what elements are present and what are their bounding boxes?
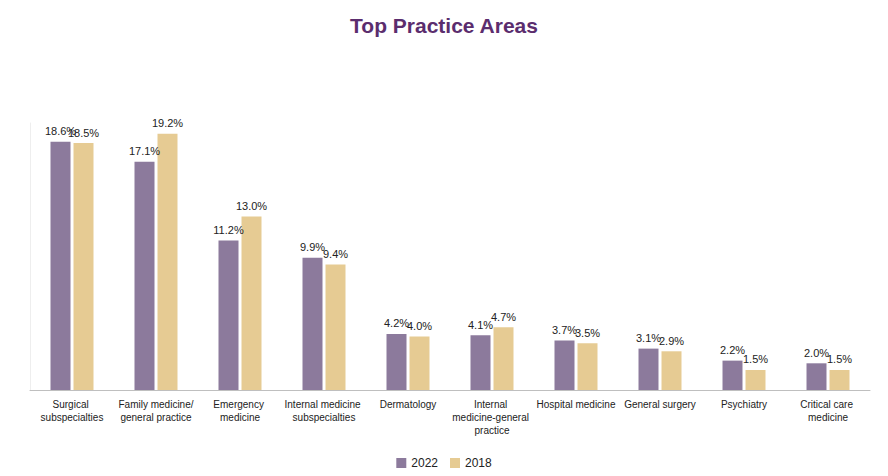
svg-text:Dermatology: Dermatology: [380, 399, 437, 410]
svg-text:practice: practice: [474, 425, 509, 436]
svg-text:11.2%: 11.2%: [213, 224, 244, 236]
svg-text:3.7%: 3.7%: [552, 324, 577, 336]
svg-text:3.1%: 3.1%: [636, 332, 661, 344]
svg-text:General surgery: General surgery: [624, 399, 696, 410]
svg-text:1.5%: 1.5%: [743, 353, 768, 365]
svg-text:13.0%: 13.0%: [236, 200, 267, 212]
svg-text:2018: 2018: [465, 456, 492, 470]
svg-text:subspecialties: subspecialties: [293, 412, 356, 423]
svg-text:Top Practice Areas: Top Practice Areas: [350, 14, 538, 37]
svg-text:3.5%: 3.5%: [575, 327, 600, 339]
svg-text:4.1%: 4.1%: [468, 319, 493, 331]
svg-text:2.0%: 2.0%: [804, 347, 829, 359]
svg-text:19.2%: 19.2%: [152, 117, 183, 129]
svg-text:Family medicine/: Family medicine/: [118, 399, 193, 410]
svg-text:medicine: medicine: [220, 412, 260, 423]
svg-text:2022: 2022: [411, 456, 438, 470]
svg-text:Critical care: Critical care: [800, 399, 856, 410]
svg-text:medicine: medicine: [808, 412, 848, 423]
svg-text:1.5%: 1.5%: [827, 353, 852, 365]
svg-text:17.1%: 17.1%: [129, 145, 160, 157]
svg-text:9.4%: 9.4%: [323, 248, 348, 260]
svg-text:Psychiatry: Psychiatry: [721, 399, 767, 410]
svg-text:18.5%: 18.5%: [68, 127, 99, 139]
svg-text:Surgical: Surgical: [53, 399, 92, 410]
svg-text:Internal medicine: Internal medicine: [285, 399, 364, 410]
svg-text:Internal: Internal: [474, 399, 510, 410]
svg-text:2.9%: 2.9%: [659, 335, 684, 347]
svg-text:medicine-general: medicine-general: [452, 412, 532, 423]
svg-text:9.9%: 9.9%: [300, 241, 325, 253]
svg-text:Hospital medicine: Hospital medicine: [537, 399, 616, 410]
svg-text:general practice: general practice: [120, 412, 192, 423]
svg-text:4.2%: 4.2%: [384, 317, 409, 329]
svg-text:subspecialties: subspecialties: [41, 412, 104, 423]
svg-text:2.2%: 2.2%: [720, 344, 745, 356]
svg-text:18.6%: 18.6%: [44, 125, 77, 138]
svg-text:4.0%: 4.0%: [407, 320, 432, 332]
svg-text:4.7%: 4.7%: [491, 311, 516, 323]
svg-text:Emergency: Emergency: [213, 399, 266, 410]
